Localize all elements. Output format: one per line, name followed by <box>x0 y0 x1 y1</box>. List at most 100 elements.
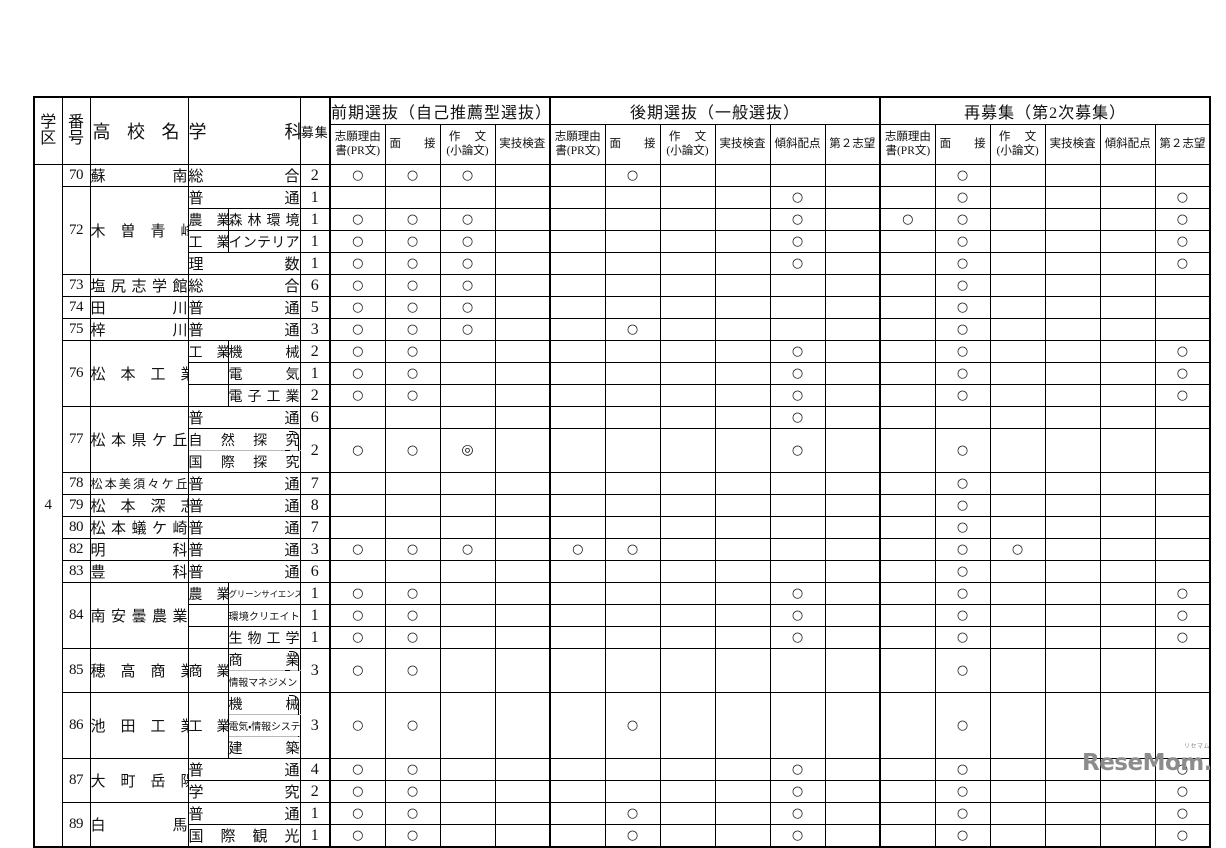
mark-saiboshu-0 <box>879 384 936 407</box>
mark-saiboshu-4 <box>1099 560 1156 583</box>
mark-kouki-5 <box>824 538 882 561</box>
mark-kouki-1: ○ <box>604 802 661 825</box>
circle-mark: ○ <box>352 442 364 458</box>
mark-saiboshu-1: ○ <box>934 472 991 495</box>
mark-zenki-3 <box>494 252 552 275</box>
circle-mark: ○ <box>956 761 969 777</box>
capacity-cell: 7 <box>299 516 331 539</box>
mark-kouki-1: ○ <box>604 318 661 341</box>
row-number: 70 <box>61 164 91 187</box>
capacity-cell: 5 <box>299 296 331 319</box>
mark-zenki-1: ○ <box>384 758 441 781</box>
subheader-line2: 書(PR文) <box>555 144 601 157</box>
mark-kouki-4 <box>769 648 826 693</box>
table-row: 87 大 町 岳 陽普 通 4 ○ ○ ○ ○ ○ <box>34 758 1212 803</box>
mark-kouki-4: ○ <box>769 362 826 385</box>
department-name: 自 然 探 究 <box>187 428 301 469</box>
mark-kouki-4 <box>769 274 826 297</box>
mark-saiboshu-5: ○ <box>1154 208 1212 231</box>
table-row: 86 池 田 工 業工 業機 械 3 ○ ○ ○ ○ <box>34 692 1212 759</box>
subheader-kouki-0: 志願理由 書(PR文) <box>549 124 606 165</box>
mark-kouki-0 <box>549 208 606 231</box>
mark-saiboshu-2 <box>989 340 1046 363</box>
circle-mark: ○ <box>956 365 969 381</box>
mark-kouki-1 <box>604 582 661 605</box>
mark-saiboshu-1: ○ <box>934 824 991 848</box>
mark-zenki-2: ○ <box>439 208 496 231</box>
table-row: 74 田 川普 通 5 ○ ○ ○ ○ <box>34 296 1212 319</box>
department-name: 国 際 観 光 <box>187 824 301 848</box>
mark-kouki-3 <box>714 340 771 363</box>
department-category: 工 業 <box>187 692 229 759</box>
subheader-line2: (小論文) <box>666 144 709 157</box>
circle-mark: ○ <box>406 442 419 458</box>
circle-mark: ○ <box>352 365 364 381</box>
mark-zenki-0: ○ <box>329 362 386 385</box>
mark-zenki-2: ○ <box>439 538 496 561</box>
table-row: 生 物 工 学 1 ○ ○ ○ ○ ○ <box>34 626 1212 649</box>
capacity-cell: 6 <box>299 560 331 583</box>
mark-zenki-1: ○ <box>384 802 441 825</box>
mark-kouki-2 <box>659 472 716 495</box>
circle-mark: ○ <box>461 211 474 227</box>
school-name: 田 川 <box>89 296 189 319</box>
subheader-line1: 面 接 <box>389 137 436 150</box>
circle-mark: ○ <box>1176 387 1189 403</box>
mark-zenki-1: ○ <box>384 318 441 341</box>
mark-kouki-1: ○ <box>604 164 661 187</box>
mark-zenki-3 <box>494 384 552 407</box>
mark-saiboshu-0 <box>879 186 936 209</box>
department-name: 電気・情報システム <box>227 714 301 737</box>
row-number: 72 <box>61 186 91 275</box>
mark-saiboshu-2 <box>989 824 1046 848</box>
subheader-saiboshu-2: 作 文 (小論文) <box>989 124 1046 165</box>
circle-mark: ○ <box>791 761 804 777</box>
mark-kouki-4 <box>769 494 826 517</box>
mark-kouki-0: ○ <box>549 538 606 561</box>
school-name: 松 本 県 ケ 丘 <box>89 406 189 473</box>
mark-zenki-3 <box>494 406 552 429</box>
mark-saiboshu-0 <box>879 582 936 605</box>
circle-mark: ○ <box>406 211 419 227</box>
mark-saiboshu-0 <box>879 802 936 825</box>
mark-kouki-0 <box>549 186 606 209</box>
subheader-saiboshu-1: 面 接 <box>934 124 991 165</box>
selection-method-table: 学区 番号 高 校 名 学 科 募集 前期選抜（自己推薦型選抜） 後期選抜（一般… <box>33 96 1212 848</box>
mark-zenki-0: ○ <box>329 802 386 825</box>
mark-saiboshu-1: ○ <box>934 274 991 297</box>
circle-mark: ○ <box>1176 585 1189 601</box>
department-category <box>187 384 229 407</box>
mark-kouki-4 <box>769 164 826 187</box>
mark-saiboshu-2 <box>989 758 1046 781</box>
mark-zenki-3 <box>494 318 552 341</box>
mark-kouki-4 <box>769 560 826 583</box>
mark-zenki-2 <box>439 582 496 605</box>
mark-kouki-2 <box>659 252 716 275</box>
mark-kouki-2 <box>659 802 716 825</box>
table-row: 76 松 本 工 業工 業機 械 2 ○ ○ ○ ○ ○ <box>34 340 1212 407</box>
capacity-cell: 1 <box>299 186 331 209</box>
mark-kouki-3 <box>714 494 771 517</box>
mark-kouki-1: ○ <box>604 538 661 561</box>
department-name: 国 際 探 究 <box>187 450 301 473</box>
subheader-line2: (小論文) <box>996 144 1039 157</box>
mark-kouki-0 <box>549 604 606 627</box>
circle-mark: ○ <box>1176 365 1189 381</box>
mark-zenki-1 <box>384 186 441 209</box>
circle-mark: ○ <box>352 585 364 601</box>
mark-saiboshu-0 <box>879 230 936 253</box>
mark-saiboshu-2 <box>989 560 1046 583</box>
mark-zenki-3 <box>494 758 552 781</box>
subheader-line1: 第２志望 <box>1159 137 1206 150</box>
mark-kouki-4: ○ <box>769 780 826 803</box>
mark-zenki-3 <box>494 802 552 825</box>
mark-saiboshu-0 <box>879 428 936 473</box>
circle-mark: ○ <box>406 365 419 381</box>
circle-mark: ○ <box>461 277 474 293</box>
circle-mark: ○ <box>352 827 364 843</box>
circle-mark: ○ <box>626 805 639 821</box>
mark-zenki-3 <box>494 780 552 803</box>
capacity-cell: 6 <box>299 406 331 429</box>
mark-kouki-2 <box>659 208 716 231</box>
department-name: 機 械 <box>227 692 301 754</box>
